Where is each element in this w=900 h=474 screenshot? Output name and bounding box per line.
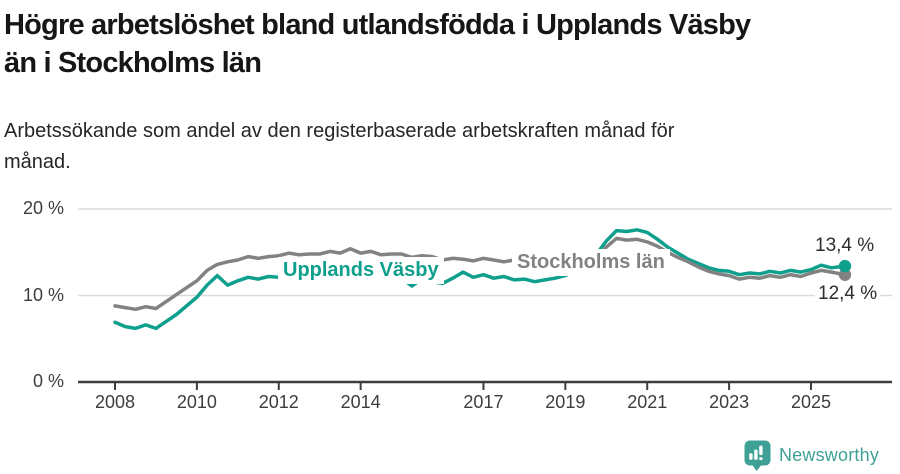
end-value-label-stockholms-lan: 12,4 % — [815, 283, 881, 305]
subtitle-line-2: månad. — [4, 151, 71, 173]
newsworthy-wordmark: Newsworthy — [779, 445, 880, 465]
series-label-upplands-vasby: Upplands Väsby — [278, 257, 444, 284]
series-label-stockholms-lan: Stockholms län — [512, 249, 670, 276]
series-end-dot-stockholms-lan — [838, 268, 852, 281]
x-tick-label: 2012 — [258, 392, 299, 412]
x-tick-label: 2025 — [790, 392, 831, 412]
x-tick-label: 2008 — [94, 392, 136, 412]
newsworthy-logo[interactable]: Newsworthy — [744, 440, 879, 471]
x-tick-label: 2021 — [627, 392, 668, 412]
x-tick-label: 2017 — [463, 392, 504, 412]
series-line-upplands-vasby — [113, 228, 847, 331]
subtitle-line-1: Arbetssökande som andel av den registerb… — [4, 120, 675, 142]
title-line-2: än i Stockholms län — [4, 47, 262, 79]
series-end-dot-upplands-vasby — [838, 259, 852, 273]
x-tick-label: 2023 — [709, 392, 750, 412]
chart-subtitle: Arbetssökande som andel av den registerb… — [4, 116, 674, 178]
x-tick-label: 2014 — [340, 392, 381, 412]
x-tick-label: 2019 — [545, 392, 586, 412]
series-line-stockholms-lan — [113, 236, 847, 312]
y-tick-label: 10 % — [22, 284, 64, 305]
bar-chart-speech-bubble-icon — [744, 440, 771, 471]
x-tick-label: 2010 — [176, 392, 217, 412]
y-tick-label: 20 % — [22, 198, 64, 218]
page-title: Högre arbetslöshet bland utlandsfödda i … — [4, 6, 751, 82]
y-tick-label: 0 % — [32, 371, 64, 391]
title-line-1: Högre arbetslöshet bland utlandsfödda i … — [4, 9, 751, 41]
end-value-label-upplands-vasby: 13,4 % — [815, 235, 875, 256]
